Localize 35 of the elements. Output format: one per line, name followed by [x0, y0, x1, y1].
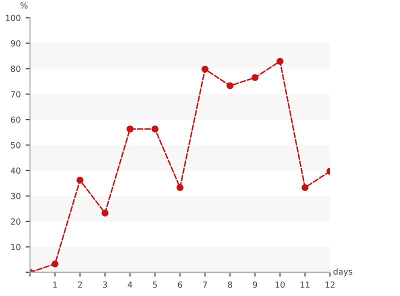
point — [276, 58, 284, 65]
point — [126, 126, 134, 132]
point — [252, 74, 258, 82]
x-tick-label: 2 — [78, 281, 82, 288]
x-tick-label: 6 — [178, 281, 182, 288]
point — [302, 184, 308, 192]
x-axis-title: days — [333, 268, 352, 276]
x-tick-label: 3 — [102, 281, 107, 288]
y-tick-label: 60 — [10, 116, 20, 123]
x-tick-label: 12 — [326, 281, 334, 288]
point — [226, 82, 234, 90]
x-tick-label: 5 — [152, 282, 157, 288]
point — [52, 260, 58, 268]
point — [202, 66, 208, 73]
y-tick-label: 10 — [11, 244, 20, 250]
y-axis-title: % — [20, 2, 28, 9]
y-tick-label: 70 — [11, 91, 20, 98]
x-tick-label: 9 — [252, 281, 258, 288]
x-tick-label: 7 — [203, 282, 207, 288]
y-tick-label: 100 — [6, 14, 20, 22]
x-tick-label: 11 — [300, 282, 310, 288]
y-tick-label: 90 — [10, 40, 20, 46]
y-tick-label: 40 — [10, 167, 20, 174]
y-tick-label: 30 — [11, 192, 20, 200]
y-tick-label: 80 — [10, 66, 20, 72]
point — [76, 176, 84, 184]
x-tick-label: 1 — [53, 282, 57, 288]
y-tick-label: 20 — [10, 218, 20, 225]
x-tick-label: 8 — [228, 281, 232, 288]
point — [102, 210, 108, 216]
point — [152, 126, 158, 132]
x-tick-label: 4 — [128, 282, 132, 288]
y-tick-label: 50 — [11, 142, 20, 148]
point — [176, 184, 184, 192]
x-tick-label: 10 — [276, 281, 285, 288]
